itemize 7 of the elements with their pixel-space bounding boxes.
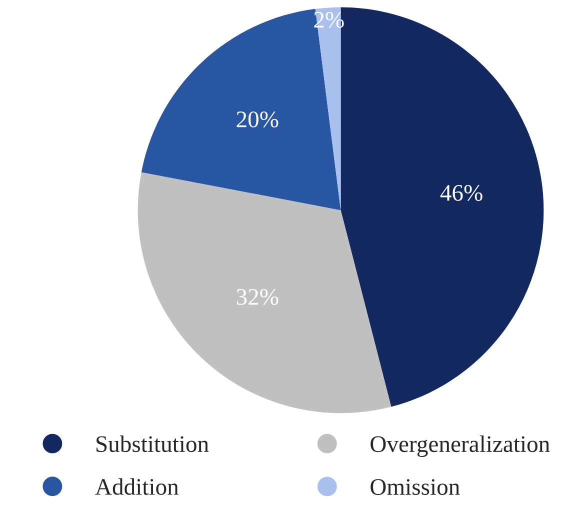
data-label: 32%	[236, 288, 278, 305]
legend-label: Overgeneralization	[370, 435, 550, 457]
legend-label: Omission	[370, 479, 460, 495]
legend-label: Addition	[95, 478, 179, 495]
legend-label: Substitution	[96, 435, 209, 452]
data-label: 46%	[440, 184, 482, 201]
data-label: 20%	[236, 111, 278, 128]
